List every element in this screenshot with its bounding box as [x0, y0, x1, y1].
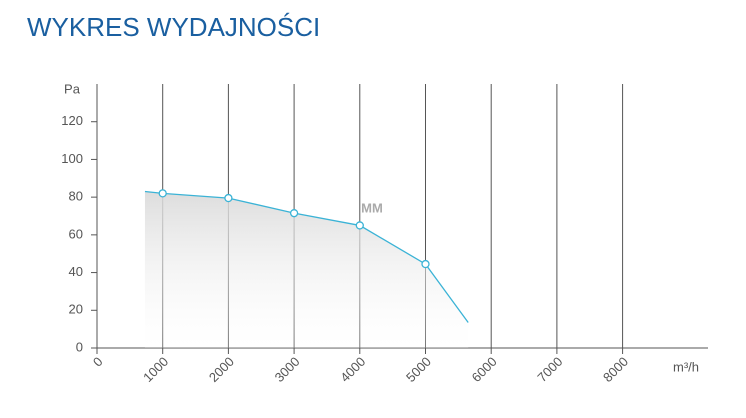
chart-title: WYKRES WYDAJNOŚCI: [27, 12, 320, 42]
point-marker: [224, 193, 233, 203]
y-tick-label: 100: [61, 151, 83, 166]
point-marker: [355, 221, 364, 230]
point-marker: [158, 189, 167, 198]
x-tick-label: 5000: [403, 354, 434, 385]
y-tick-label: 60: [69, 226, 83, 241]
area-fill: [144, 191, 469, 348]
x-tick-label: 1000: [140, 354, 171, 385]
x-tick-label: 0: [90, 354, 106, 370]
x-tick-label: 6000: [469, 354, 500, 385]
y-tick-label: 0: [76, 339, 83, 354]
y-tick-label: 20: [69, 302, 83, 317]
y-tick-label: 120: [61, 113, 83, 128]
x-tick-label: 8000: [600, 354, 631, 385]
point-marker: [421, 259, 430, 269]
y-tick-label: 80: [69, 189, 83, 204]
annotation: MM: [361, 200, 383, 215]
point-marker: [289, 209, 299, 218]
x-tick-label: 2000: [206, 354, 237, 385]
x-tick-label: 3000: [272, 354, 303, 385]
y-axis-label: Pa: [64, 81, 81, 96]
x-tick-label: 7000: [534, 354, 565, 385]
x-tick-label: 4000: [337, 354, 368, 385]
y-tick-label: 40: [69, 264, 83, 279]
x-axis-label: m³/h: [673, 359, 699, 374]
